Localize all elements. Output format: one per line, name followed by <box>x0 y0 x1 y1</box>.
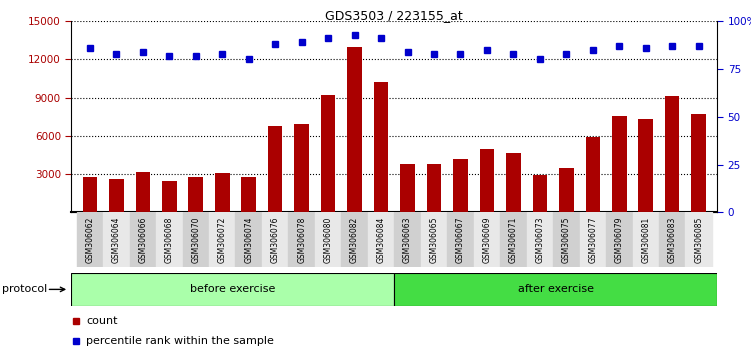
Bar <box>686 212 712 267</box>
Text: GSM306077: GSM306077 <box>588 217 597 263</box>
Bar <box>83 177 97 212</box>
Bar <box>71 273 394 306</box>
Text: GSM306075: GSM306075 <box>562 217 571 263</box>
Text: GSM306072: GSM306072 <box>218 217 227 263</box>
Text: GSM306082: GSM306082 <box>350 217 359 263</box>
Bar <box>400 164 415 212</box>
Text: GSM306078: GSM306078 <box>297 217 306 263</box>
Text: GSM306066: GSM306066 <box>138 217 147 263</box>
Bar <box>500 212 526 267</box>
Bar <box>294 125 309 212</box>
Bar <box>586 137 600 212</box>
Text: GSM306064: GSM306064 <box>112 217 121 263</box>
Bar <box>189 177 203 212</box>
Text: GSM306079: GSM306079 <box>615 217 624 263</box>
Bar <box>103 212 130 267</box>
Bar <box>532 176 547 212</box>
Bar <box>559 168 574 212</box>
Bar <box>236 212 262 267</box>
Bar <box>394 273 717 306</box>
Bar <box>374 82 388 212</box>
Text: GSM306070: GSM306070 <box>192 217 201 263</box>
Bar <box>580 212 606 267</box>
Text: GSM306083: GSM306083 <box>668 217 677 263</box>
Bar <box>209 212 236 267</box>
Text: GSM306068: GSM306068 <box>164 217 173 263</box>
Bar <box>638 119 653 212</box>
Text: after exercise: after exercise <box>517 284 594 295</box>
Bar <box>315 212 342 267</box>
Bar <box>135 172 150 212</box>
Text: GSM306062: GSM306062 <box>86 217 95 263</box>
Bar <box>215 173 230 212</box>
Bar <box>262 212 288 267</box>
Bar <box>162 181 176 212</box>
Text: GSM306071: GSM306071 <box>509 217 518 263</box>
Bar <box>241 177 256 212</box>
Bar <box>268 126 282 212</box>
Bar <box>347 47 362 212</box>
Text: GSM306081: GSM306081 <box>641 217 650 263</box>
Bar <box>659 212 686 267</box>
Text: protocol: protocol <box>2 284 47 295</box>
Text: GSM306069: GSM306069 <box>482 217 491 263</box>
Bar <box>553 212 580 267</box>
Text: GSM306084: GSM306084 <box>376 217 385 263</box>
Bar <box>427 164 442 212</box>
Bar <box>506 153 520 212</box>
Bar <box>342 212 368 267</box>
Text: GSM306073: GSM306073 <box>535 217 544 263</box>
Bar <box>632 212 659 267</box>
Bar <box>526 212 553 267</box>
Text: GDS3503 / 223155_at: GDS3503 / 223155_at <box>325 9 463 22</box>
Bar <box>182 212 209 267</box>
Bar <box>368 212 394 267</box>
Bar <box>156 212 182 267</box>
Text: GSM306065: GSM306065 <box>430 217 439 263</box>
Bar <box>447 212 474 267</box>
Bar <box>421 212 447 267</box>
Bar <box>665 96 680 212</box>
Text: count: count <box>86 316 117 326</box>
Text: GSM306074: GSM306074 <box>244 217 253 263</box>
Text: GSM306076: GSM306076 <box>270 217 279 263</box>
Bar <box>77 212 103 267</box>
Bar <box>480 149 494 212</box>
Bar <box>612 115 626 212</box>
Bar <box>288 212 315 267</box>
Text: percentile rank within the sample: percentile rank within the sample <box>86 336 274 346</box>
Text: GSM306063: GSM306063 <box>403 217 412 263</box>
Bar <box>453 159 468 212</box>
Bar <box>474 212 500 267</box>
Bar <box>692 114 706 212</box>
Bar <box>606 212 632 267</box>
Text: GSM306080: GSM306080 <box>324 217 333 263</box>
Text: before exercise: before exercise <box>190 284 276 295</box>
Text: GSM306085: GSM306085 <box>694 217 703 263</box>
Bar <box>321 95 336 212</box>
Bar <box>394 212 421 267</box>
Bar <box>130 212 156 267</box>
Bar <box>109 179 124 212</box>
Text: GSM306067: GSM306067 <box>456 217 465 263</box>
